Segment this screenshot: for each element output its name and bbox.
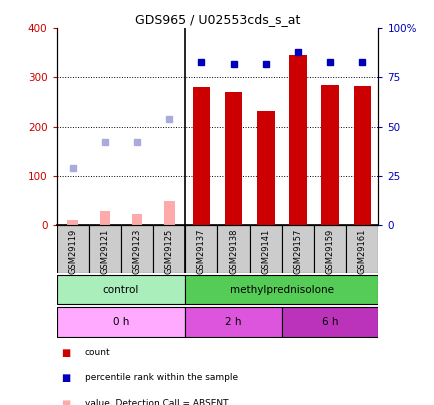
Text: GSM29159: GSM29159 — [325, 229, 334, 274]
Text: GSM29138: GSM29138 — [229, 229, 237, 274]
Bar — [132, 214, 142, 225]
Bar — [281, 307, 378, 337]
Text: percentile rank within the sample: percentile rank within the sample — [85, 373, 237, 382]
Bar — [121, 225, 153, 273]
Text: GSM29157: GSM29157 — [293, 229, 302, 274]
Bar — [99, 211, 110, 225]
Bar — [89, 225, 121, 273]
Bar — [185, 225, 217, 273]
Bar — [56, 225, 89, 273]
Text: 0 h: 0 h — [112, 317, 129, 327]
Text: GSM29141: GSM29141 — [261, 229, 270, 274]
Bar — [249, 225, 281, 273]
Text: GSM29137: GSM29137 — [197, 229, 205, 274]
Bar — [345, 225, 378, 273]
Bar — [256, 111, 274, 225]
Bar — [353, 86, 370, 225]
Title: GDS965 / U02553cds_s_at: GDS965 / U02553cds_s_at — [135, 13, 299, 26]
Bar — [185, 275, 378, 304]
Text: GSM29119: GSM29119 — [68, 229, 77, 274]
Text: GSM29161: GSM29161 — [357, 229, 366, 274]
Text: GSM29123: GSM29123 — [132, 229, 141, 274]
Bar — [56, 307, 185, 337]
Text: ■: ■ — [61, 348, 70, 358]
Text: GSM29125: GSM29125 — [164, 229, 173, 274]
Bar — [224, 92, 242, 225]
Text: ■: ■ — [61, 373, 70, 384]
Bar — [56, 275, 185, 304]
Bar — [313, 225, 345, 273]
Text: count: count — [85, 348, 110, 357]
Bar — [185, 307, 281, 337]
Text: ■: ■ — [61, 399, 70, 405]
Bar — [217, 225, 249, 273]
Bar — [289, 55, 306, 225]
Bar — [321, 85, 338, 225]
Bar — [164, 201, 174, 225]
Text: 6 h: 6 h — [321, 317, 338, 327]
Text: GSM29121: GSM29121 — [100, 229, 109, 274]
Bar — [281, 225, 313, 273]
Text: value, Detection Call = ABSENT: value, Detection Call = ABSENT — [85, 399, 228, 405]
Text: methylprednisolone: methylprednisolone — [229, 285, 333, 294]
Bar — [153, 225, 185, 273]
Text: control: control — [102, 285, 139, 294]
Bar — [192, 87, 210, 225]
Text: 2 h: 2 h — [225, 317, 241, 327]
Bar — [67, 220, 78, 225]
